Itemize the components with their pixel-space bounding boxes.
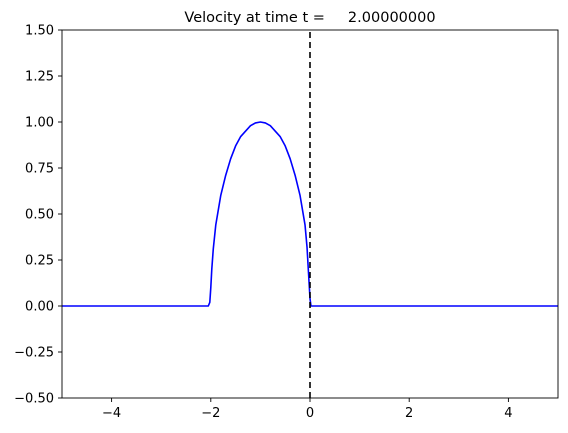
velocity-line	[62, 121, 558, 307]
plot-area	[62, 30, 558, 398]
y-tick-label: 1.25	[25, 70, 54, 85]
y-tick-label: 0.00	[25, 300, 54, 315]
y-tick-label: −0.25	[14, 346, 54, 361]
y-tick-label: 0.25	[25, 254, 54, 269]
chart-title: Velocity at time t = 2.00000000	[184, 10, 435, 26]
x-tick-label: −2	[201, 406, 220, 421]
x-tick-label: 4	[504, 406, 512, 421]
x-tick-label: 2	[405, 406, 413, 421]
y-tick-label: 0.75	[25, 162, 54, 177]
y-tick-label: 1.00	[25, 116, 54, 131]
y-tick-label: 1.50	[25, 24, 54, 39]
x-tick-label: −4	[102, 406, 121, 421]
axes: −4 −2 0 2 4 −0.50 −0.25 0.00 0.25 0.50 0.75 1.00 1.2…	[14, 24, 559, 421]
y-tick-label: 0.50	[25, 208, 54, 223]
x-tick-label: 0	[306, 406, 314, 421]
y-tick-label: −0.50	[14, 392, 54, 407]
